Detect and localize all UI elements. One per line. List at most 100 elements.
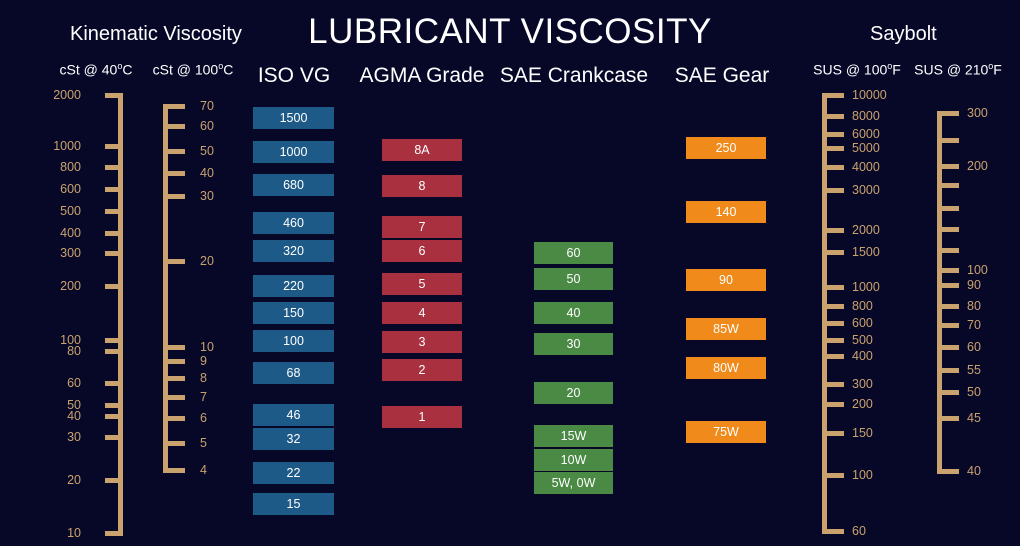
sae-gear-box: 90 <box>686 269 766 291</box>
iso-vg-box: 15 <box>253 493 334 515</box>
sae-crankcase-box: 5W, 0W <box>534 472 613 494</box>
cst40-tick <box>105 478 123 483</box>
iso-vg-box: 1500 <box>253 107 334 129</box>
sus210-tick <box>937 323 959 328</box>
cst100-tick-label: 20 <box>200 254 214 268</box>
iso-vg-box: 46 <box>253 404 334 426</box>
sus100-tick-label: 150 <box>852 426 873 440</box>
sus100-tick <box>822 354 844 359</box>
sae-gear-box: 75W <box>686 421 766 443</box>
sus210-tick <box>937 416 959 421</box>
cst40-tick-label: 300 <box>60 246 81 260</box>
cst40-tick <box>105 187 123 192</box>
sus100-tick-label: 1500 <box>852 245 880 259</box>
group-title-saybolt: Saybolt <box>870 23 937 45</box>
cst40-tick <box>105 209 123 214</box>
cst40-tick <box>105 381 123 386</box>
iso-vg-box: 150 <box>253 302 334 324</box>
cst40-tick <box>105 251 123 256</box>
agma-box: 7 <box>382 216 462 238</box>
sus100-tick-label: 4000 <box>852 160 880 174</box>
iso-vg-box: 320 <box>253 240 334 262</box>
sae-crankcase-box: 40 <box>534 302 613 324</box>
sus100-tick <box>822 228 844 233</box>
cst40-tick-label: 30 <box>67 430 81 444</box>
cst100-tick <box>163 395 185 400</box>
sus210-tick-label: 45 <box>967 411 981 425</box>
page-title: LUBRICANT VISCOSITY <box>308 12 712 51</box>
sus210-tick-label: 300 <box>967 106 988 120</box>
sae-crankcase-box: 30 <box>534 333 613 355</box>
sus210-tick <box>937 368 959 373</box>
cst100-tick <box>163 104 185 109</box>
sus210-tick <box>937 164 959 169</box>
sae-crankcase-box: 10W <box>534 449 613 471</box>
cst40-tick <box>105 284 123 289</box>
cst100-tick-label: 70 <box>200 99 214 113</box>
header-sae-crankcase: SAE Crankcase <box>499 64 649 87</box>
agma-box: 5 <box>382 273 462 295</box>
sus210-tick-label: 80 <box>967 299 981 313</box>
iso-vg-box: 32 <box>253 428 334 450</box>
cst100-tick <box>163 441 185 446</box>
sus210-tick-unlabeled <box>937 206 959 211</box>
unit-cst40: cSt @ 40oC <box>59 61 133 78</box>
sae-crankcase-box: 60 <box>534 242 613 264</box>
sus100-tick-label: 1000 <box>852 280 880 294</box>
cst40-tick-label: 80 <box>67 344 81 358</box>
cst40-tick-label: 50 <box>67 398 81 412</box>
unit-sus210: SUS @ 210oF <box>914 61 1002 78</box>
sus100-tick <box>822 338 844 343</box>
cst100-tick <box>163 259 185 264</box>
cst40-tick-label: 2000 <box>53 88 81 102</box>
cst100-tick <box>163 416 185 421</box>
cst40-tick-label: 800 <box>60 160 81 174</box>
cst100-tick-label: 6 <box>200 411 207 425</box>
unit-sus100: SUS @ 100oF <box>813 61 901 78</box>
iso-vg-box: 68 <box>253 362 334 384</box>
sus210-tick <box>937 345 959 350</box>
iso-vg-box: 680 <box>253 174 334 196</box>
sus210-tick <box>937 390 959 395</box>
cst100-tick-label: 9 <box>200 354 207 368</box>
agma-box: 6 <box>382 240 462 262</box>
sus100-tick <box>822 188 844 193</box>
cst100-tick <box>163 171 185 176</box>
sus100-scale-axis <box>822 95 827 531</box>
sus210-tick-unlabeled <box>937 227 959 232</box>
sus100-tick <box>822 304 844 309</box>
cst40-tick <box>105 349 123 354</box>
sus100-tick-label: 60 <box>852 524 866 538</box>
agma-box: 1 <box>382 406 462 428</box>
sus210-tick-label: 100 <box>967 263 988 277</box>
cst100-tick <box>163 345 185 350</box>
cst40-tick <box>105 338 123 343</box>
sus100-tick-label: 10000 <box>852 88 887 102</box>
sus100-tick-label: 3000 <box>852 183 880 197</box>
sus210-tick-label: 40 <box>967 464 981 478</box>
sus210-tick-label: 200 <box>967 159 988 173</box>
sus100-tick-label: 200 <box>852 397 873 411</box>
sae-crankcase-box: 50 <box>534 268 613 290</box>
cst100-tick-label: 8 <box>200 371 207 385</box>
cst40-tick <box>105 403 123 408</box>
sus100-tick-label: 800 <box>852 299 873 313</box>
cst40-tick-label: 400 <box>60 226 81 240</box>
sus210-tick <box>937 283 959 288</box>
cst100-tick <box>163 149 185 154</box>
cst40-tick-label: 10 <box>67 526 81 540</box>
iso-vg-box: 100 <box>253 330 334 352</box>
iso-vg-box: 220 <box>253 275 334 297</box>
agma-box: 3 <box>382 331 462 353</box>
cst100-tick-label: 40 <box>200 166 214 180</box>
cst40-tick <box>105 435 123 440</box>
cst100-tick-label: 10 <box>200 340 214 354</box>
agma-box: 4 <box>382 302 462 324</box>
sus100-tick <box>822 93 844 98</box>
cst100-tick-label: 50 <box>200 144 214 158</box>
sus100-tick <box>822 473 844 478</box>
sus100-tick-label: 2000 <box>852 223 880 237</box>
sus210-tick-label: 55 <box>967 363 981 377</box>
sus100-tick <box>822 146 844 151</box>
